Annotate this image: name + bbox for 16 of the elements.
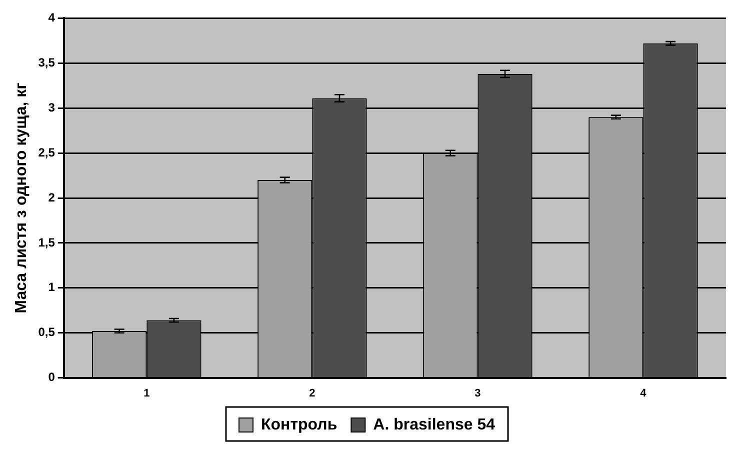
x-tick-label: 2 [309, 387, 316, 400]
y-tick-label: 1 [48, 280, 56, 294]
y-tick-label: 2,5 [38, 145, 56, 160]
x-tick-label: 1 [144, 387, 150, 400]
y-tick-label: 3,5 [38, 55, 56, 70]
y-tick-label: 1,5 [38, 235, 56, 250]
x-tick-label: 3 [474, 387, 481, 400]
y-tick-label: 0 [48, 370, 56, 384]
y-tick-label: 2 [48, 190, 56, 204]
y-tick-label: 3 [48, 100, 56, 114]
legend-label: Контроль [260, 416, 338, 434]
x-tick-label: 4 [640, 387, 648, 400]
y-tick-label: 0,5 [38, 325, 56, 340]
legend-label: A. brasilense 54 [373, 416, 496, 434]
y-tick-label: 4 [48, 10, 56, 25]
y-axis-title: Маса листя з одного куща, кг [13, 82, 30, 314]
